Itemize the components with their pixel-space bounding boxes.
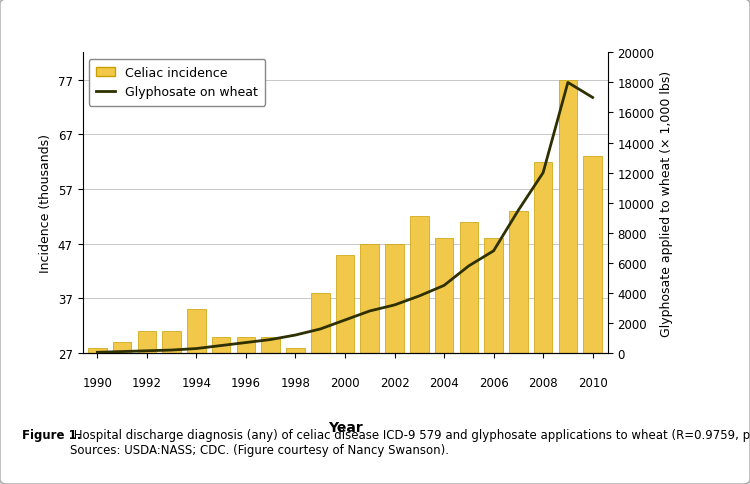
Y-axis label: Glyphosate applied to wheat (× 1,000 lbs): Glyphosate applied to wheat (× 1,000 lbs… <box>660 71 673 336</box>
Bar <box>336 255 354 484</box>
Bar <box>188 310 206 484</box>
Bar <box>410 217 428 484</box>
Text: Hospital discharge diagnosis (any) of celiac disease ICD-9 579 and glyphosate ap: Hospital discharge diagnosis (any) of ce… <box>70 428 750 456</box>
Bar <box>112 342 131 484</box>
Bar <box>534 162 553 484</box>
Bar <box>559 80 578 484</box>
Bar <box>361 244 379 484</box>
Bar <box>484 239 502 484</box>
Bar <box>460 222 478 484</box>
Bar <box>262 337 280 484</box>
Text: Figure 1.: Figure 1. <box>22 428 82 441</box>
X-axis label: Year: Year <box>328 420 362 434</box>
Bar <box>237 337 255 484</box>
Bar <box>212 337 230 484</box>
Bar <box>584 157 602 484</box>
Bar <box>435 239 453 484</box>
Bar <box>137 332 156 484</box>
Legend: Celiac incidence, Glyphosate on wheat: Celiac incidence, Glyphosate on wheat <box>88 60 266 106</box>
Bar <box>88 348 106 484</box>
Bar <box>509 212 528 484</box>
Bar <box>386 244 404 484</box>
Bar <box>311 293 329 484</box>
Bar <box>162 332 181 484</box>
Y-axis label: Incidence (thousands): Incidence (thousands) <box>39 134 53 272</box>
Bar <box>286 348 304 484</box>
